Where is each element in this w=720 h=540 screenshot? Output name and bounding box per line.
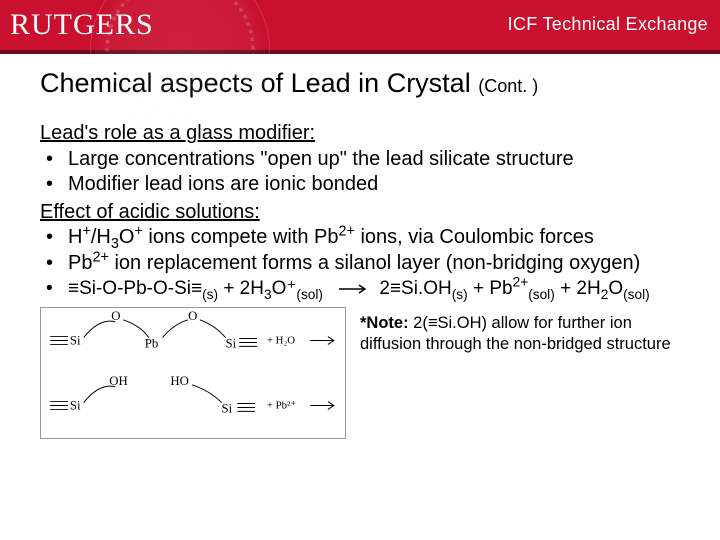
eq-sup: 2+: [513, 274, 529, 289]
list-item: Modifier lead ions are ionic bonded: [40, 172, 692, 198]
diagram-svg: Si O Pb O Si: [41, 308, 345, 438]
svg-text:+ H₂O: + H₂O: [267, 334, 295, 346]
eq-state: (s): [452, 286, 468, 301]
eq-lhs-silicate: ≡Si-O-Pb-O-Si≡: [68, 278, 202, 299]
reaction-arrow-icon: [339, 283, 369, 295]
section2-list: H+/H3O+ ions compete with Pb2+ ions, via…: [40, 225, 692, 301]
svg-text:Pb: Pb: [145, 336, 159, 350]
eq-plus: + 2H: [560, 278, 601, 299]
eq-sub: 3: [264, 286, 272, 301]
section1-heading: Lead's role as a glass modifier:: [40, 121, 315, 147]
equation-line: ≡Si-O-Pb-O-Si≡(s) + 2H3O⁺(sol) 2≡Si.OH(s…: [40, 277, 692, 301]
slide-header: RUTGERS ICF Technical Exchange: [0, 0, 720, 50]
body-text: Lead's role as a glass modifier: Large c…: [40, 119, 692, 439]
eq-h3o: O⁺: [272, 278, 297, 299]
eq-plus: + Pb: [473, 278, 513, 299]
lower-row: Si O Pb O Si: [40, 307, 692, 439]
header-subtitle: ICF Technical Exchange: [508, 14, 708, 35]
note-label: *Note:: [360, 314, 409, 332]
eq-rhs-sioh: 2≡Si.OH: [379, 278, 451, 299]
svg-text:Si: Si: [70, 333, 81, 347]
slide-title: Chemical aspects of Lead in Crystal (Con…: [40, 68, 692, 99]
svg-text:HO: HO: [170, 374, 188, 388]
eq-state: (sol): [528, 286, 555, 301]
eq-h2o: O: [608, 278, 623, 299]
svg-text:O: O: [111, 309, 120, 323]
section2-heading: Effect of acidic solutions:: [40, 200, 260, 226]
svg-text:Si: Si: [226, 336, 237, 350]
list-item: Pb2+ ion replacement forms a silanol lay…: [40, 251, 692, 277]
title-continuation: (Cont. ): [478, 76, 538, 96]
svg-text:O: O: [188, 309, 197, 323]
logo-text: RUTGERS: [10, 8, 154, 41]
eq-state: (sol): [296, 286, 323, 301]
svg-text:OH: OH: [109, 374, 127, 388]
svg-text:+ Pb²⁺: + Pb²⁺: [267, 399, 296, 411]
eq-state: (s): [202, 286, 218, 301]
list-item: H+/H3O+ ions compete with Pb2+ ions, via…: [40, 225, 692, 251]
reaction-diagram: Si O Pb O Si: [40, 307, 346, 439]
title-main: Chemical aspects of Lead in Crystal: [40, 68, 471, 98]
eq-plus: + 2H: [223, 278, 264, 299]
list-item: Large concentrations "open up" the lead …: [40, 147, 692, 173]
svg-text:Si: Si: [222, 401, 233, 415]
eq-state: (sol): [623, 286, 650, 301]
rutgers-logo: RUTGERS: [10, 8, 154, 42]
slide-content: Chemical aspects of Lead in Crystal (Con…: [0, 54, 720, 449]
section1-list: Large concentrations "open up" the lead …: [40, 147, 692, 198]
footnote: *Note: 2(≡Si.OH) allow for further ion d…: [360, 307, 692, 354]
svg-text:Si: Si: [70, 398, 81, 412]
